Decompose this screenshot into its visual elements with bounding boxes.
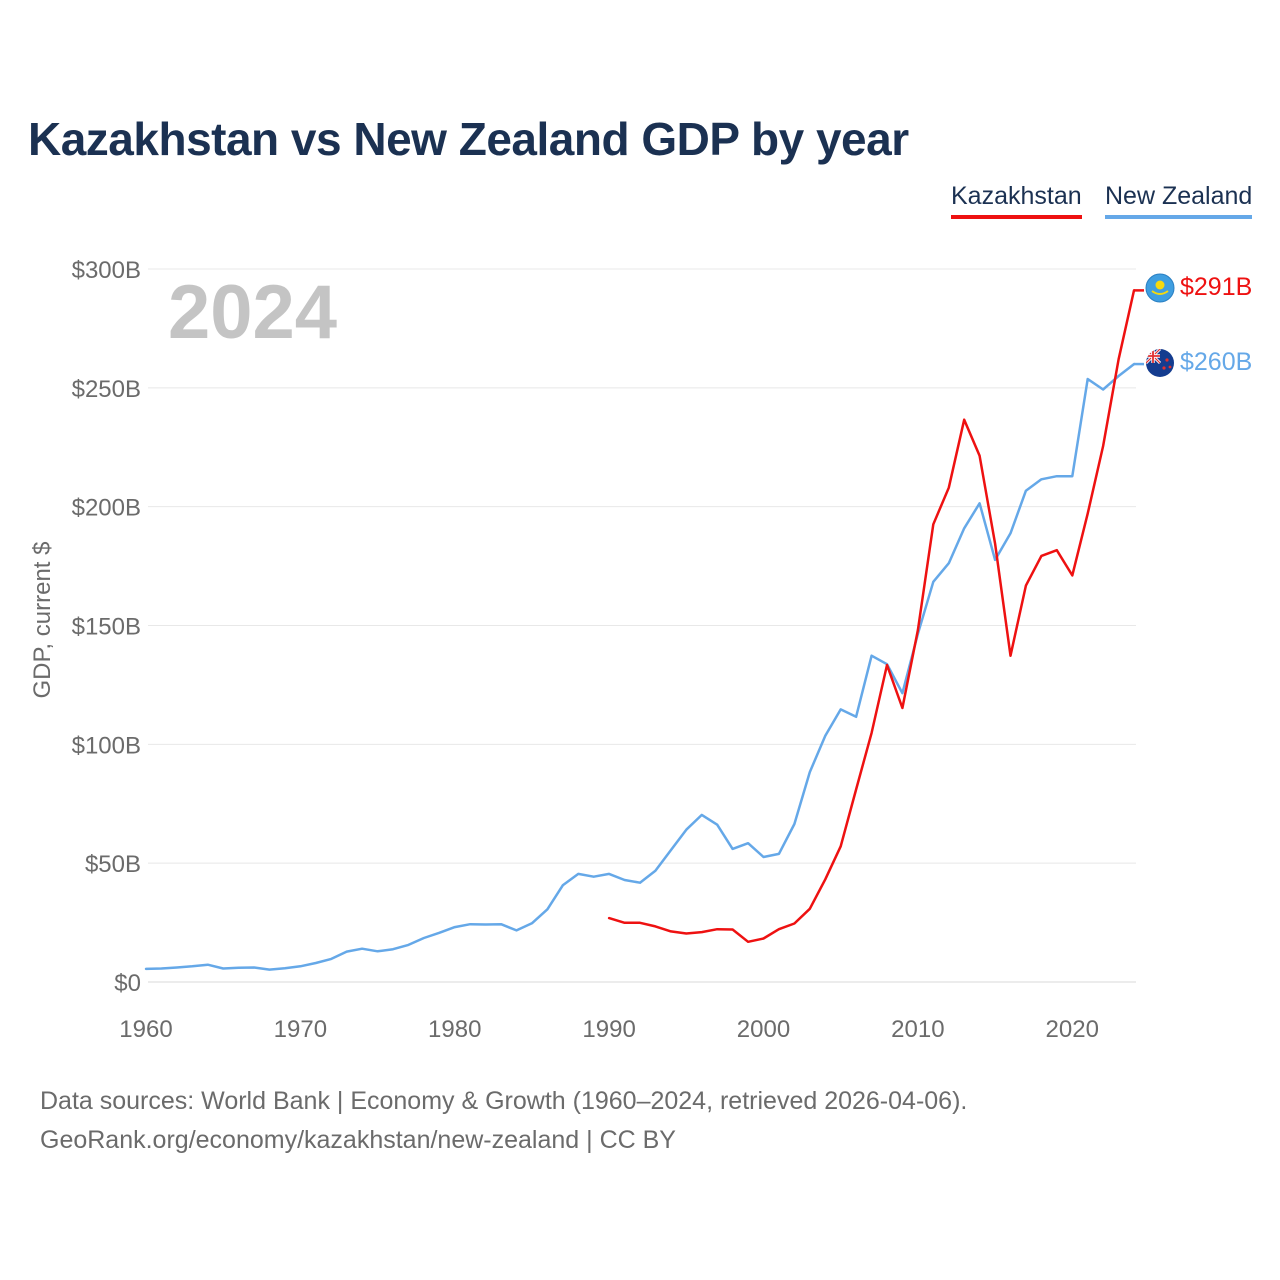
series-line-new-zealand[interactable] <box>144 362 1136 971</box>
series-line-kazakhstan[interactable] <box>607 289 1136 944</box>
kazakhstan-flag-icon <box>1145 273 1175 303</box>
x-tick-label: 1980 <box>428 1016 481 1043</box>
chart-title: Kazakhstan vs New Zealand GDP by year <box>28 113 909 165</box>
grid-lines <box>148 268 1136 983</box>
y-tick-label: $100B <box>72 732 141 759</box>
legend-new-zealand[interactable]: New Zealand <box>1105 182 1253 219</box>
y-tick-label: $0 <box>114 970 141 997</box>
x-tick-label: 2010 <box>891 1016 944 1043</box>
y-tick-label: $150B <box>72 614 141 641</box>
x-axis-ticks: 1960 1970 1980 1990 2000 2010 2020 <box>119 1016 1099 1043</box>
x-tick-label: 2020 <box>1046 1016 1099 1043</box>
y-axis-ticks: $0 $50B $100B $150B $200B $250B $300B <box>72 257 141 997</box>
kazakhstan-end-value-label: $291B <box>1180 273 1252 301</box>
new-zealand-flag-icon <box>1146 349 1174 377</box>
y-axis-label: GDP, current $ <box>29 542 56 699</box>
x-tick-label: 1960 <box>119 1016 172 1043</box>
series-lines <box>144 289 1144 971</box>
x-tick-label: 1970 <box>274 1016 327 1043</box>
x-tick-label: 1990 <box>582 1016 635 1043</box>
y-tick-label: $300B <box>72 257 141 284</box>
footer-sources: Data sources: World Bank | Economy & Gro… <box>40 1087 968 1115</box>
x-tick-label: 2000 <box>737 1016 790 1043</box>
legend-kazakhstan[interactable]: Kazakhstan <box>951 182 1082 219</box>
y-tick-label: $250B <box>72 376 141 403</box>
year-watermark: 2024 <box>168 270 337 355</box>
footer: Data sources: World Bank | Economy & Gro… <box>40 1082 967 1160</box>
new-zealand-end-value-label: $260B <box>1180 348 1252 376</box>
footer-attribution: GeoRank.org/economy/kazakhstan/new-zeala… <box>40 1126 676 1154</box>
y-tick-label: $50B <box>85 851 141 878</box>
y-tick-label: $200B <box>72 495 141 522</box>
